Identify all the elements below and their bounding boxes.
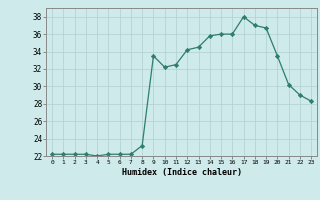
X-axis label: Humidex (Indice chaleur): Humidex (Indice chaleur) [122, 168, 242, 177]
